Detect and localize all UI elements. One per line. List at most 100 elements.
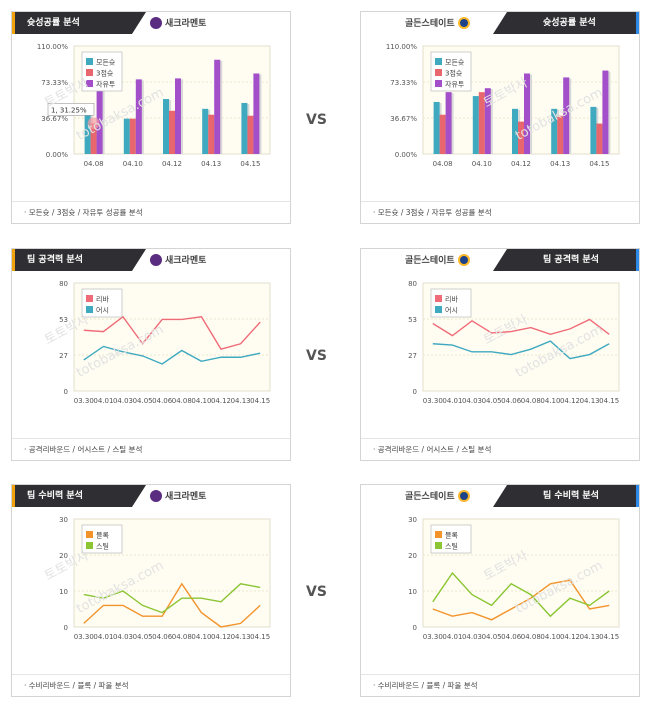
series-line-리바[interactable] bbox=[432, 318, 610, 337]
y-tick-label: 53 bbox=[408, 316, 417, 324]
bar-3점슛[interactable] bbox=[478, 92, 485, 154]
legend-box bbox=[81, 288, 123, 318]
x-tick-label: 04.13 bbox=[580, 397, 600, 405]
x-tick-label: 04.10 bbox=[540, 397, 560, 405]
panel-footer: · 모든슛 / 3점슛 / 자유투 성공률 분석 bbox=[12, 201, 290, 223]
bar-자유투[interactable] bbox=[484, 88, 491, 154]
bar-모든슛[interactable] bbox=[123, 118, 130, 154]
bar-자유투[interactable] bbox=[214, 59, 221, 154]
bar-모든슛[interactable] bbox=[512, 108, 518, 154]
bar-3점슛[interactable] bbox=[90, 123, 97, 154]
x-tick-label: 04.10 bbox=[191, 397, 211, 405]
bar-3점슛[interactable] bbox=[518, 121, 524, 154]
kings-logo-icon bbox=[150, 253, 162, 266]
bar-자유투[interactable] bbox=[445, 92, 452, 154]
chart-panel-p2: 슛성공률 분석 골든스테이트 0.00% 36.67% 73.33% 110.00% 04.… bbox=[360, 11, 640, 224]
panel-header: 팀 공격력 분석 bbox=[493, 249, 639, 271]
bar-3점슛[interactable] bbox=[208, 114, 215, 154]
y-tick-label: 0 bbox=[413, 388, 417, 396]
team-label: 골든스테이트 bbox=[405, 489, 470, 502]
bar-3점슛[interactable] bbox=[247, 115, 254, 154]
bar-3점슛[interactable] bbox=[557, 115, 564, 154]
team-label: 새크라멘토 bbox=[150, 489, 206, 502]
series-line-어시[interactable] bbox=[83, 345, 261, 365]
chart-area: 0 27 53 80 03.30 04.01 04.03 04.05 04.06 04.08 04.… bbox=[361, 273, 639, 439]
kings-logo-icon bbox=[150, 489, 162, 502]
legend-swatch bbox=[86, 58, 93, 65]
y-tick-label: 80 bbox=[59, 280, 68, 288]
series-line-블록[interactable] bbox=[432, 579, 610, 621]
legend-label: 자유투 bbox=[96, 80, 116, 89]
bar-자유투[interactable] bbox=[175, 78, 181, 154]
x-tick-label: 04.12 bbox=[560, 397, 580, 405]
x-tick-label: 04.06 bbox=[152, 397, 173, 405]
x-tick-label: 04.15 bbox=[599, 397, 619, 405]
x-tick-label: 03.30 bbox=[74, 397, 94, 405]
legend-label: 어시 bbox=[96, 306, 109, 315]
team-name: 새크라멘토 bbox=[165, 19, 207, 29]
bar-모든슛[interactable] bbox=[202, 108, 209, 154]
series-line-스틸[interactable] bbox=[432, 571, 610, 618]
panel-footer: · 모든슛 / 3점슛 / 자유투 성공률 분석 bbox=[361, 201, 639, 223]
legend-box bbox=[81, 524, 123, 554]
chart-area: 0 27 53 80 03.30 04.01 04.03 04.05 04.06 04.08 04.… bbox=[12, 273, 290, 439]
x-tick-label: 04.03 bbox=[462, 633, 482, 641]
vs-label: VS bbox=[306, 348, 327, 364]
x-tick-label: 04.12 bbox=[162, 160, 182, 168]
bar-모든슛[interactable] bbox=[84, 112, 91, 154]
team-name: 골든스테이트 bbox=[405, 19, 455, 29]
legend-swatch bbox=[86, 80, 93, 87]
bar-자유투[interactable] bbox=[563, 77, 570, 154]
x-tick-label: 04.06 bbox=[501, 397, 522, 405]
legend-swatch bbox=[435, 306, 442, 313]
bar-모든슛[interactable] bbox=[551, 108, 558, 154]
series-line-스틸[interactable] bbox=[83, 583, 261, 614]
x-tick-label: 04.15 bbox=[589, 160, 609, 168]
x-tick-label: 04.03 bbox=[113, 633, 133, 641]
x-tick-label: 04.01 bbox=[93, 397, 113, 405]
legend-swatch bbox=[435, 542, 442, 549]
y-tick-label: 36.67% bbox=[41, 115, 68, 123]
legend-label: 스틸 bbox=[96, 543, 109, 551]
series-line-블록[interactable] bbox=[83, 582, 261, 628]
bar-모든슛[interactable] bbox=[241, 102, 248, 154]
series-line-어시[interactable] bbox=[432, 340, 610, 360]
legend-label: 블록 bbox=[96, 531, 109, 540]
legend-swatch bbox=[435, 80, 442, 87]
bar-모든슛[interactable] bbox=[433, 101, 440, 154]
x-tick-label: 04.10 bbox=[540, 633, 560, 641]
y-tick-label: 30 bbox=[408, 516, 417, 524]
bar-자유투[interactable] bbox=[602, 70, 609, 154]
bar-자유투[interactable] bbox=[135, 79, 142, 154]
chart-area: 0.00% 36.67% 73.33% 110.00% 04.08 04.10 04.12 0… bbox=[12, 36, 290, 202]
bar-모든슛[interactable] bbox=[590, 106, 597, 154]
bar-모든슛[interactable] bbox=[472, 96, 479, 154]
bar-자유투[interactable] bbox=[96, 87, 103, 154]
bar-3점슛[interactable] bbox=[596, 123, 603, 154]
warriors-logo-icon bbox=[457, 489, 470, 502]
bar-3점슛[interactable] bbox=[169, 110, 175, 154]
y-tick-label: 0 bbox=[64, 388, 68, 396]
x-tick-label: 04.01 bbox=[442, 633, 462, 641]
series-line-리바[interactable] bbox=[83, 315, 261, 350]
bar-자유투[interactable] bbox=[253, 73, 260, 154]
y-tick-label: 110.00% bbox=[386, 43, 417, 51]
bar-3점슛[interactable] bbox=[129, 118, 136, 154]
legend-swatch bbox=[435, 58, 442, 65]
team-label: 새크라멘토 bbox=[150, 16, 206, 29]
chart-area: 0 10 20 30 03.30 04.01 04.03 04.05 04.06 04.08 04.… bbox=[12, 509, 290, 675]
hover-marker bbox=[87, 117, 100, 130]
y-tick-label: 80 bbox=[408, 280, 417, 288]
bar-3점슛[interactable] bbox=[439, 114, 446, 154]
bar-자유투[interactable] bbox=[524, 73, 530, 154]
bar-모든슛[interactable] bbox=[163, 99, 169, 154]
chart-panel-p1: 슛성공률 분석 새크라멘토 0.00% 36.67% 73.33% 110.00% 04.0… bbox=[11, 11, 291, 224]
legend-swatch bbox=[86, 295, 93, 302]
legend-label: 블록 bbox=[445, 531, 458, 540]
legend-label: 스틸 bbox=[445, 543, 458, 551]
x-tick-label: 04.12 bbox=[211, 633, 231, 641]
